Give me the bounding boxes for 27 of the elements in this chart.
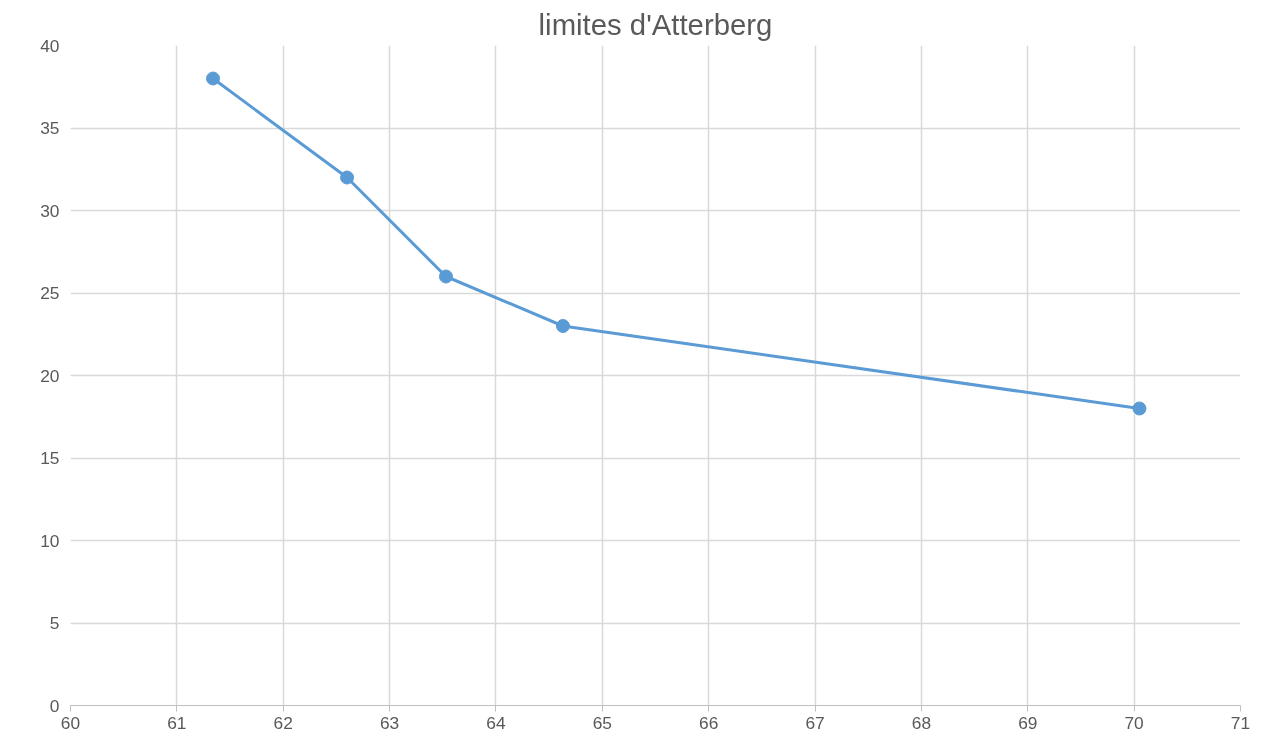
x-tick-label: 66 bbox=[699, 712, 719, 733]
x-tick-label: 64 bbox=[486, 712, 506, 733]
x-tick-label: 71 bbox=[1230, 712, 1251, 733]
y-tick-label: 15 bbox=[40, 448, 60, 468]
x-tick-label: 61 bbox=[167, 712, 187, 733]
x-tick-label: 70 bbox=[1124, 712, 1144, 733]
x-tick-label: 62 bbox=[273, 712, 293, 733]
x-tick-label: 68 bbox=[911, 712, 932, 733]
chart-title: limites d'Atterberg bbox=[538, 7, 773, 41]
point bbox=[206, 71, 221, 86]
point bbox=[555, 319, 570, 333]
point bbox=[438, 269, 453, 284]
point bbox=[1132, 401, 1147, 416]
y-tick-label: 35 bbox=[40, 118, 60, 138]
y-tick-label: 40 bbox=[40, 35, 60, 56]
y-tick-label: 20 bbox=[40, 365, 60, 386]
y-tick-label: 0 bbox=[49, 695, 60, 716]
x-tick-label: 67 bbox=[805, 712, 825, 733]
y-tick-label: 5 bbox=[49, 613, 60, 633]
x-tick-label: 60 bbox=[60, 712, 81, 733]
x-tick-label: 63 bbox=[379, 712, 400, 733]
y-tick-label: 30 bbox=[40, 200, 60, 221]
x-tick-label: 69 bbox=[1018, 712, 1038, 733]
point bbox=[340, 170, 355, 185]
x-tick-label: 65 bbox=[592, 712, 612, 733]
y-tick-label: 25 bbox=[40, 283, 60, 303]
y-tick-label: 10 bbox=[40, 530, 60, 551]
